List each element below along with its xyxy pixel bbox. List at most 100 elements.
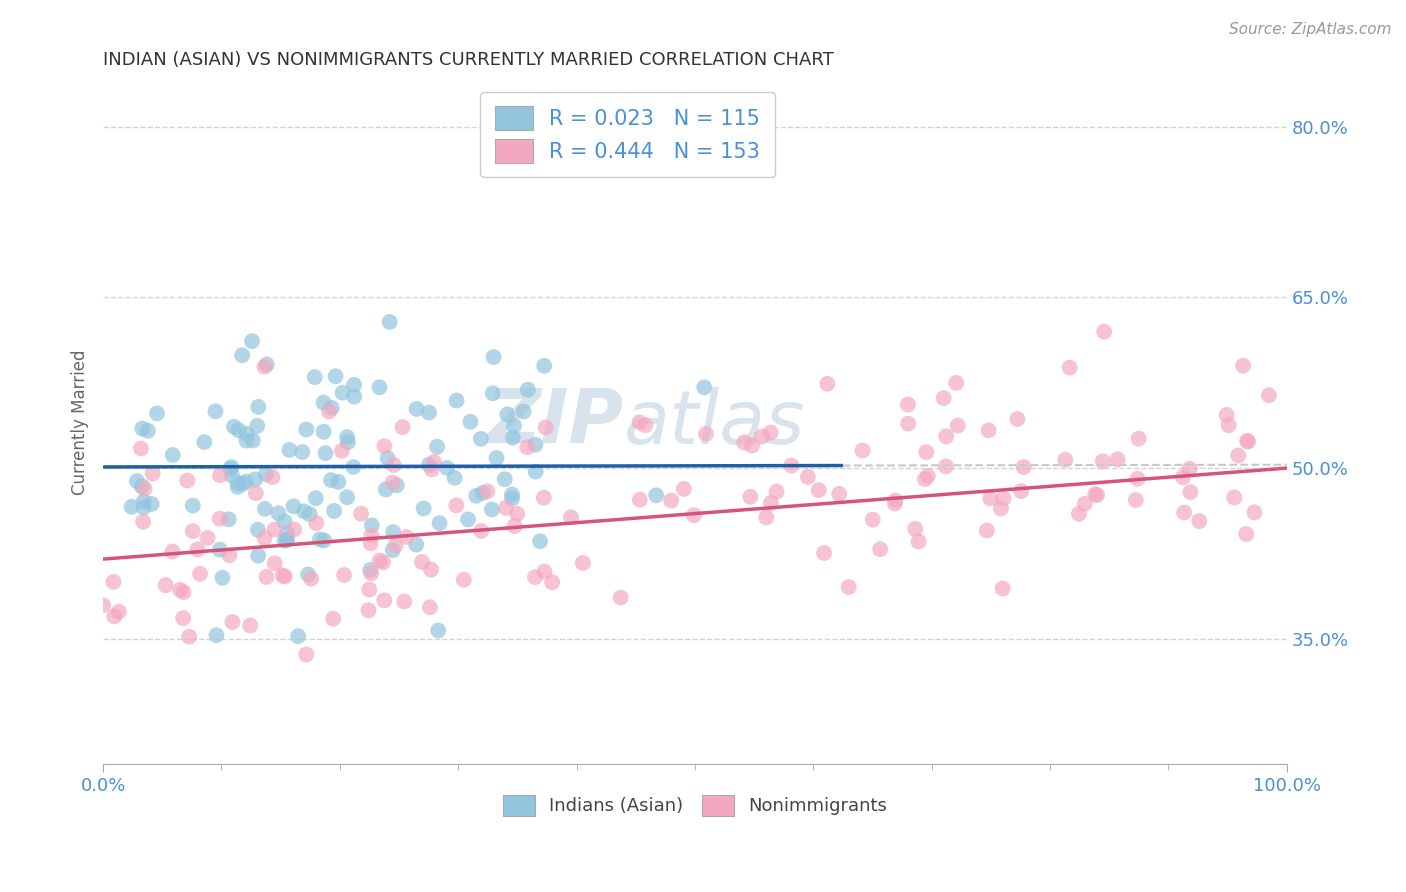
Point [628,492,651,507]
Point [245,486,267,500]
Point [323,504,346,518]
Point [446,498,468,512]
Point [427,624,450,638]
Point [1215,408,1237,422]
Point [405,401,427,416]
Point [1178,462,1201,476]
Point [240,334,263,348]
Point [759,496,782,510]
Y-axis label: Currently Married: Currently Married [72,350,89,495]
Point [176,474,198,488]
Point [682,508,704,523]
Point [305,516,328,530]
Point [239,618,262,632]
Point [318,404,340,418]
Point [828,487,851,501]
Point [516,383,538,397]
Point [226,480,249,494]
Point [262,470,284,484]
Point [1258,388,1281,402]
Point [1125,493,1147,508]
Point [247,549,270,563]
Point [976,524,998,538]
Point [208,468,231,483]
Point [333,568,356,582]
Point [420,462,443,476]
Point [412,501,434,516]
Point [235,434,257,448]
Point [529,534,551,549]
Point [360,518,382,533]
Point [378,315,401,329]
Point [231,348,253,362]
Point [1234,527,1257,541]
Point [368,553,391,567]
Point [218,512,240,526]
Point [295,648,318,662]
Point [494,472,516,486]
Point [693,380,716,394]
Point [291,445,314,459]
Point [219,462,242,476]
Point [733,435,755,450]
Point [501,491,523,506]
Point [990,501,1012,516]
Point [263,523,285,537]
Point [131,479,153,493]
Point [1128,432,1150,446]
Point [1171,470,1194,484]
Point [91,598,114,612]
Point [271,568,294,582]
Point [132,515,155,529]
Point [1084,487,1107,501]
Point [121,500,143,514]
Point [935,459,957,474]
Point [759,425,782,440]
Point [862,513,884,527]
Legend: Indians (Asian), Nonimmigrants: Indians (Asian), Nonimmigrants [495,788,894,823]
Point [314,446,336,460]
Point [305,491,328,505]
Point [385,478,408,492]
Point [197,531,219,545]
Point [659,493,682,508]
Point [477,484,499,499]
Point [297,567,319,582]
Point [188,566,211,581]
Point [360,536,382,550]
Point [533,491,555,505]
Point [221,460,243,475]
Point [1188,514,1211,528]
Point [481,502,503,516]
Point [541,575,564,590]
Point [246,418,269,433]
Point [226,476,249,491]
Text: atlas: atlas [624,386,806,458]
Point [741,438,763,452]
Point [1074,497,1097,511]
Point [524,465,547,479]
Point [512,404,534,418]
Point [420,563,443,577]
Point [204,404,226,418]
Text: ZIP: ZIP [486,386,624,459]
Point [1173,506,1195,520]
Point [917,469,939,483]
Point [231,476,253,491]
Point [162,448,184,462]
Point [391,420,413,434]
Point [273,515,295,529]
Point [360,528,382,542]
Point [253,501,276,516]
Point [852,443,875,458]
Point [506,507,529,521]
Point [181,499,204,513]
Point [314,533,336,548]
Point [343,377,366,392]
Point [325,369,347,384]
Point [411,555,433,569]
Point [322,612,344,626]
Point [1007,412,1029,426]
Point [321,401,343,415]
Point [883,496,905,510]
